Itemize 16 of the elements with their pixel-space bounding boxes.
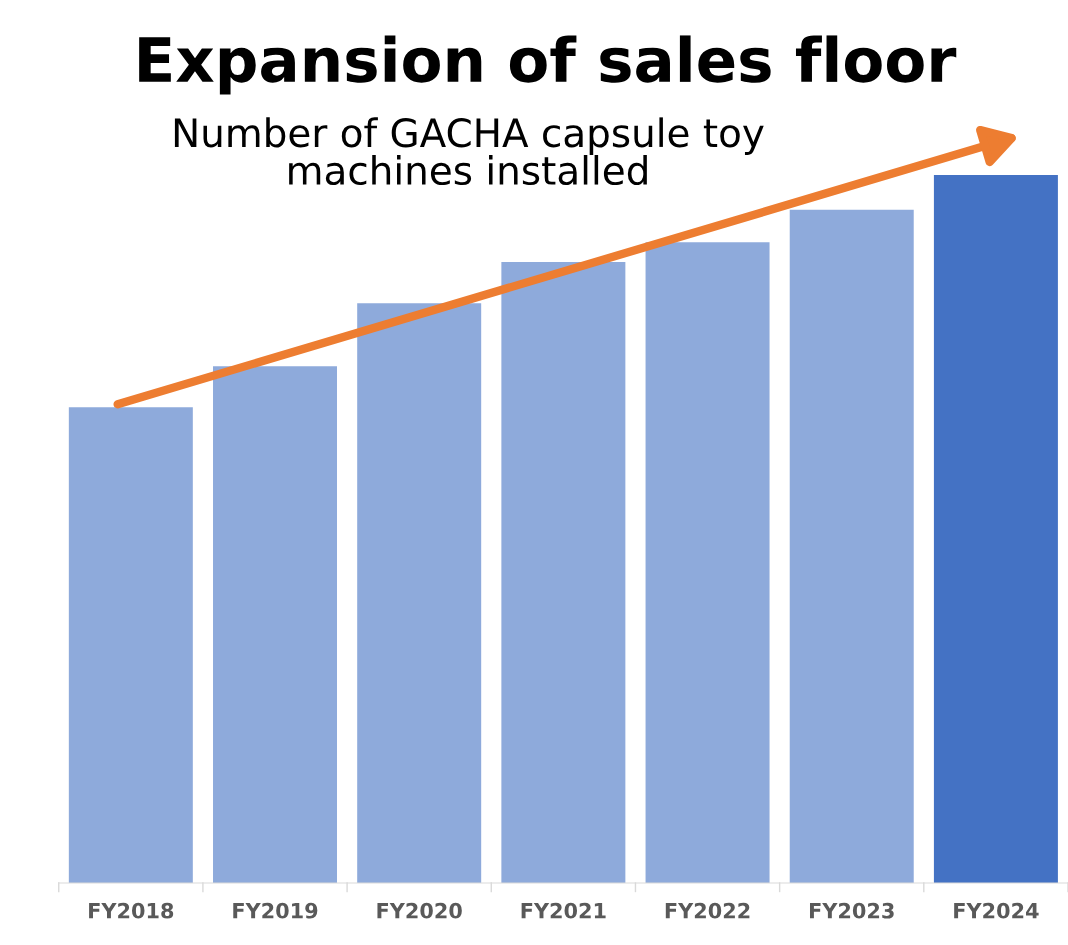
x-tick-label: FY2018 [89,902,174,919]
bar [789,209,914,883]
bar [213,366,338,883]
x-tick-label: FY2020 [377,902,462,919]
bar [357,303,482,883]
x-tick-label: FY2019 [233,902,318,919]
chart-title: Expansion of sales floor [139,35,957,95]
bar [501,262,626,883]
bar [68,407,193,883]
x-tick-label: FY2022 [665,902,750,919]
x-tick-label: FY2024 [954,902,1039,919]
bar [933,175,1058,883]
x-tick-label: FY2023 [809,902,894,919]
chart-subtitle: Number of GACHA capsule toy machines installed [174,117,764,186]
x-tick-label: FY2021 [521,902,606,919]
bar [645,242,770,883]
